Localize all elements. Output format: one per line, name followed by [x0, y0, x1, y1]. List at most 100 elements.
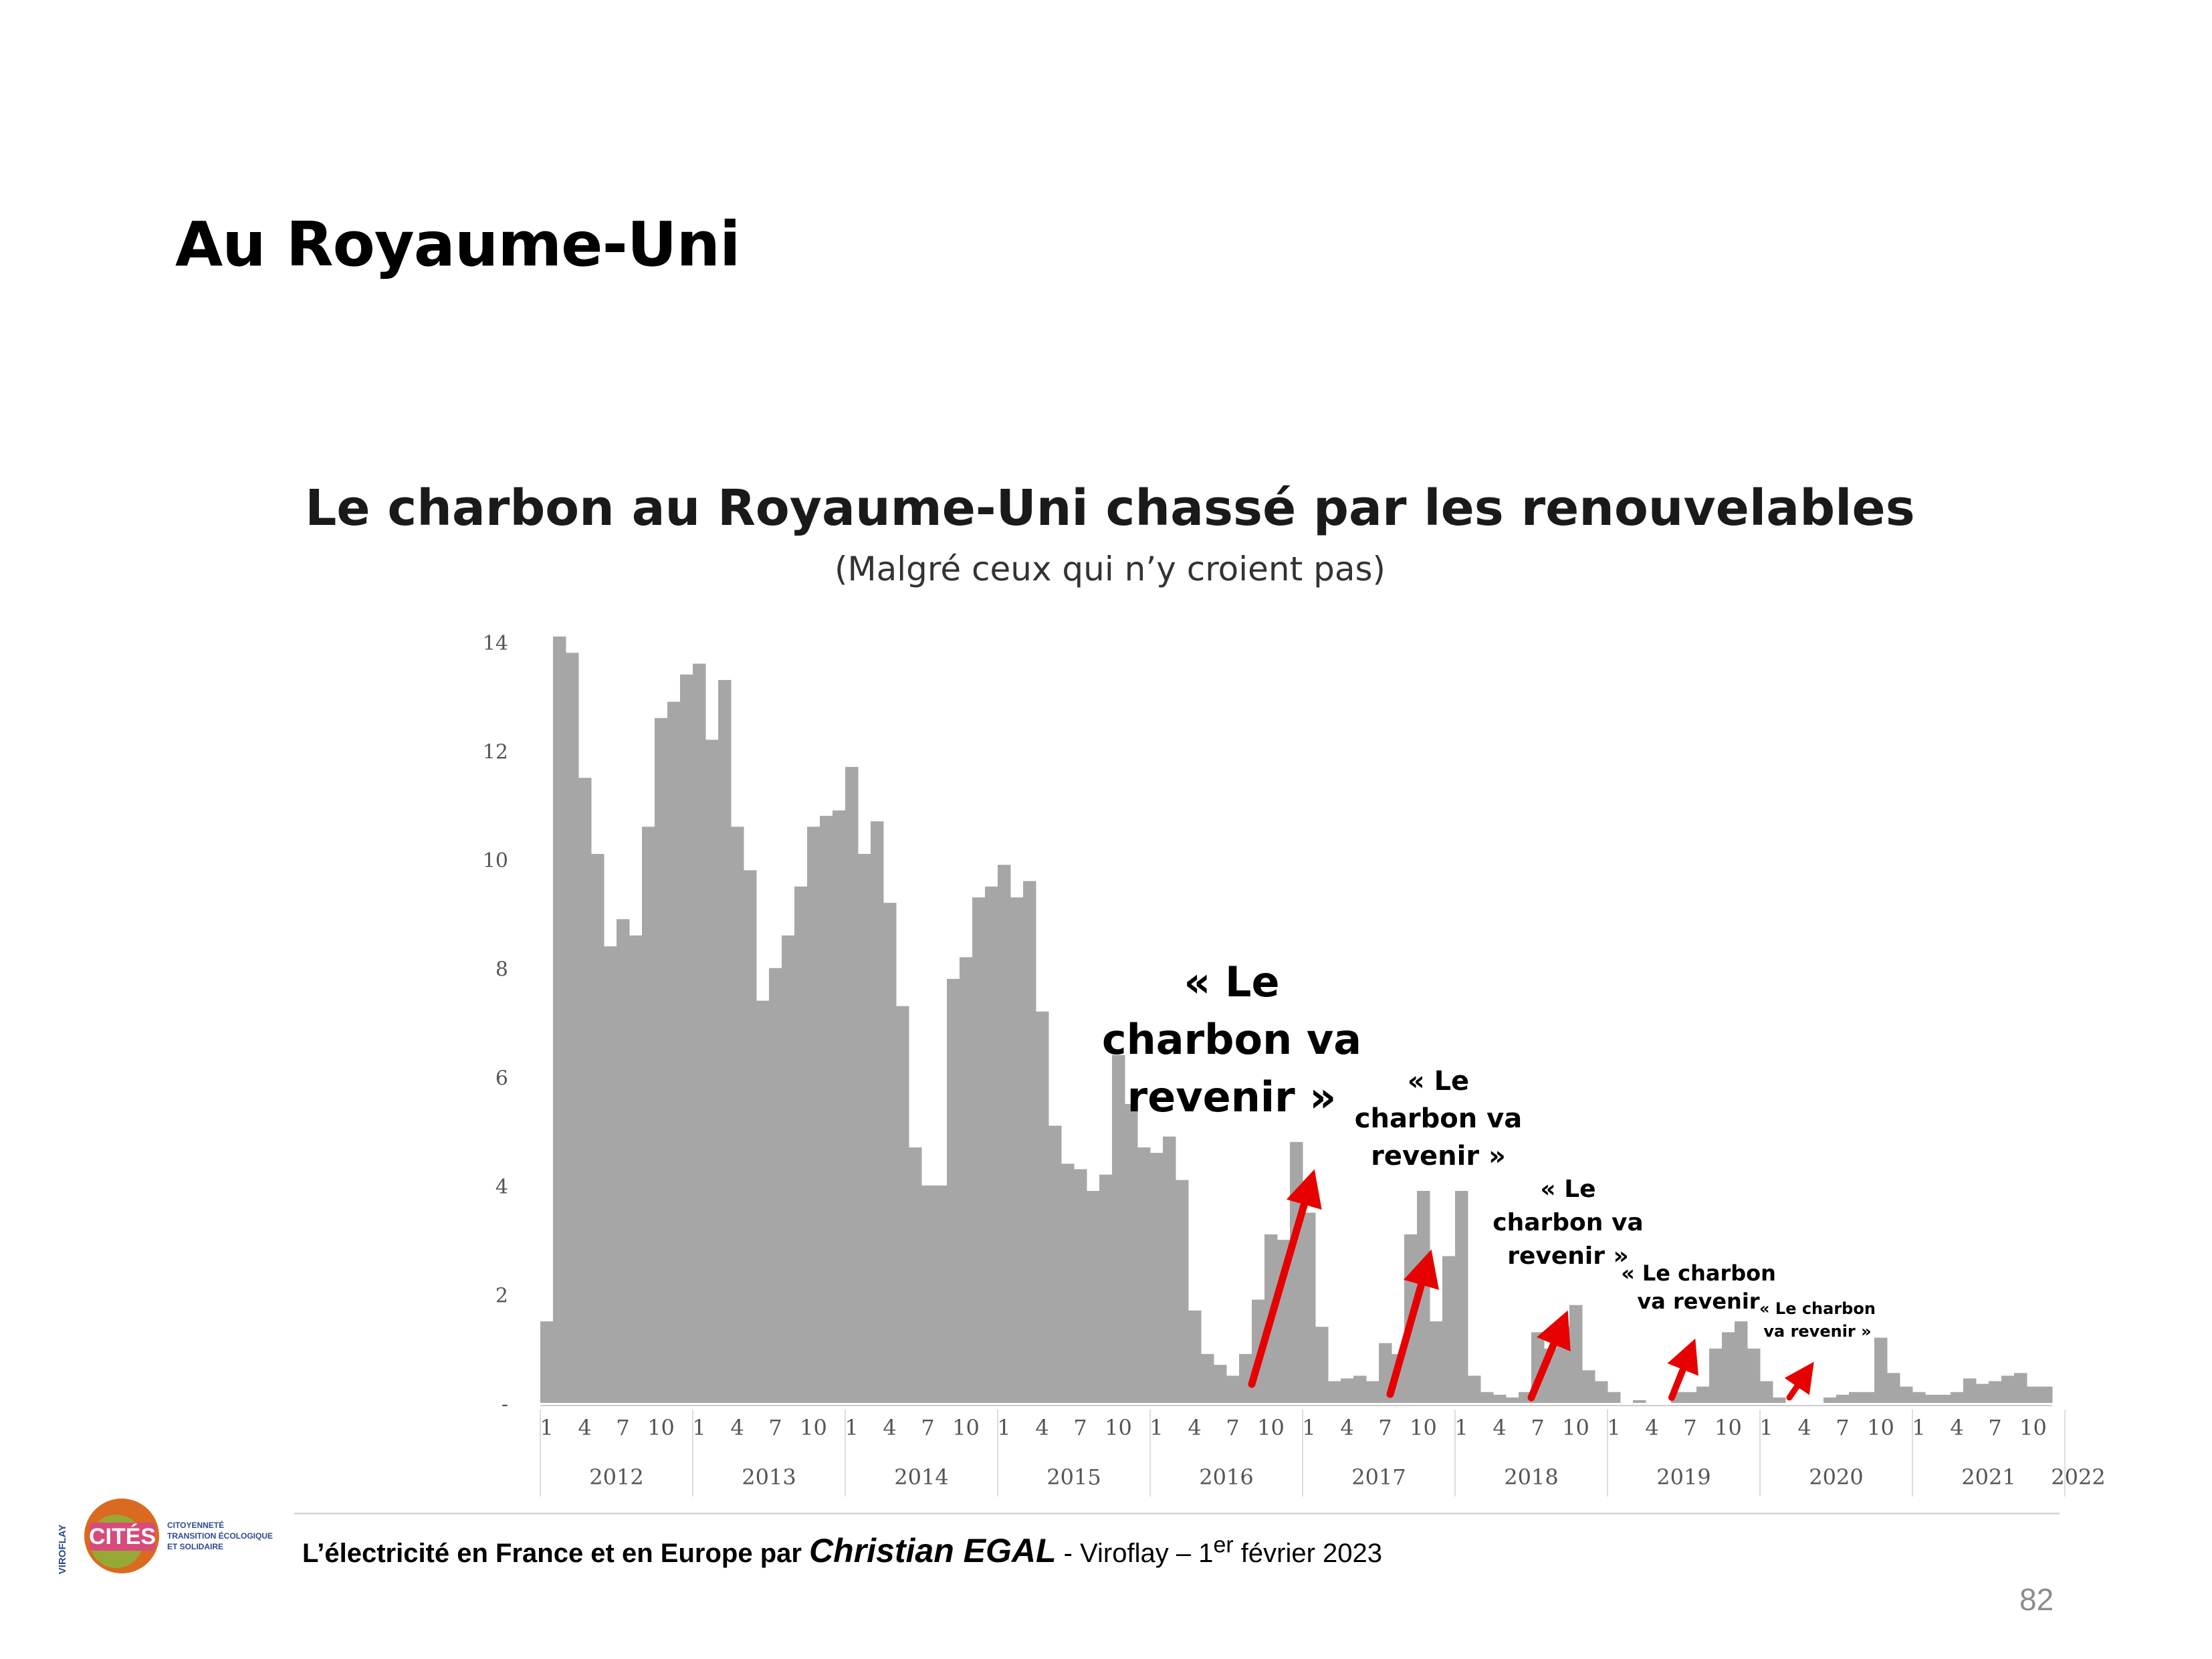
y-tick-label: - — [502, 1393, 508, 1416]
footer-part3: février 2023 — [1233, 1539, 1383, 1568]
bar — [1087, 1190, 1100, 1403]
bar — [1455, 1190, 1468, 1403]
x-tick-label: 7 — [768, 1415, 782, 1440]
bar — [1328, 1381, 1341, 1403]
bar — [1023, 881, 1036, 1403]
x-tick-label: 1 — [1302, 1415, 1315, 1440]
y-tick-label: 14 — [483, 632, 508, 655]
bar — [1519, 1392, 1532, 1403]
bar — [1150, 1153, 1164, 1403]
bar — [1862, 1392, 1875, 1403]
footer-part1: L’électricité en France et en Europe par — [302, 1539, 810, 1568]
x-tick-label: 10 — [1257, 1415, 1285, 1440]
arrow — [1667, 1338, 1698, 1401]
bar — [1925, 1394, 1939, 1403]
annotation-line: charbon va — [1355, 1103, 1523, 1134]
y-tick-label: 10 — [483, 849, 508, 873]
x-tick-label: 1 — [540, 1415, 553, 1440]
y-tick-label: 12 — [483, 741, 508, 764]
bar — [566, 653, 579, 1404]
bar — [1582, 1370, 1595, 1403]
footer-part2: - Viroflay – 1 — [1056, 1539, 1214, 1568]
y-tick-label: 8 — [495, 958, 508, 982]
year-label: 2019 — [1656, 1464, 1710, 1490]
annotation-line: « Le charbon — [1759, 1299, 1876, 1318]
footer-author: Christian EGAL — [809, 1532, 1057, 1569]
bar — [2001, 1375, 2015, 1403]
bar — [871, 821, 884, 1403]
x-tick-label: 1 — [1607, 1415, 1620, 1440]
logo-name: CITÉS — [89, 1524, 156, 1549]
bar — [1912, 1392, 1926, 1403]
bar — [642, 826, 655, 1403]
bar — [1874, 1337, 1888, 1403]
bar — [1696, 1386, 1710, 1403]
bar — [2039, 1386, 2053, 1403]
bar — [655, 717, 668, 1403]
annotation-line: revenir » — [1127, 1073, 1337, 1121]
bar — [1315, 1327, 1329, 1403]
bar — [591, 854, 604, 1403]
arrow — [1527, 1310, 1571, 1402]
footer-sup: er — [1213, 1532, 1234, 1558]
x-tick-label: 1 — [997, 1415, 1010, 1440]
bar — [1608, 1392, 1621, 1403]
bar — [858, 854, 871, 1403]
bar — [1684, 1392, 1697, 1403]
x-tick-label: 7 — [616, 1415, 629, 1440]
annotation-line: revenir » — [1371, 1141, 1506, 1172]
bar — [1887, 1373, 1900, 1403]
y-tick-label: 6 — [495, 1067, 508, 1090]
bar — [1963, 1378, 1977, 1403]
bar — [1353, 1375, 1367, 1403]
bar — [553, 636, 566, 1404]
bar — [1709, 1348, 1723, 1403]
bar — [934, 1185, 948, 1403]
year-label: 2015 — [1046, 1464, 1101, 1490]
x-tick-label: 10 — [800, 1415, 827, 1440]
bar — [540, 1321, 554, 1403]
x-tick-label: 10 — [1715, 1415, 1742, 1440]
bar — [1048, 1125, 1062, 1403]
bar — [1290, 1141, 1303, 1403]
y-tick-label: 2 — [495, 1284, 508, 1307]
bar — [1099, 1174, 1113, 1403]
bar — [1226, 1375, 1240, 1403]
bar — [1468, 1375, 1481, 1403]
x-tick-label: 7 — [1531, 1415, 1544, 1440]
bar — [1836, 1394, 1850, 1403]
bar — [1188, 1310, 1202, 1403]
x-tick-label: 4 — [730, 1415, 744, 1440]
x-tick-label: 4 — [1645, 1415, 1658, 1440]
bar — [1430, 1321, 1443, 1403]
bar — [2014, 1373, 2027, 1403]
bar — [1595, 1381, 1608, 1403]
bar — [972, 897, 986, 1403]
bar — [718, 679, 732, 1403]
annotation-line: « Le — [1540, 1176, 1595, 1203]
bar — [1900, 1386, 1913, 1403]
x-tick-label: 7 — [921, 1415, 934, 1440]
year-label: 2016 — [1199, 1464, 1253, 1490]
y-axis-ticks: - 2 4 6 8 10 12 14 — [483, 632, 508, 1416]
bar — [1036, 1011, 1049, 1403]
annotation-line: va revenir » — [1763, 1322, 1871, 1341]
bar — [960, 957, 973, 1403]
year-label: 2014 — [894, 1464, 948, 1490]
bar — [1125, 1103, 1138, 1403]
x-tick-label: 10 — [2019, 1415, 2047, 1440]
chart-subtitle: (Malgré ceux qui n’y croient pas) — [835, 550, 1386, 588]
year-label: 2013 — [742, 1464, 796, 1490]
bar — [833, 810, 846, 1403]
bar — [820, 816, 833, 1403]
bar — [782, 935, 795, 1403]
x-tick-label: 4 — [1340, 1415, 1353, 1440]
bar — [1074, 1169, 1087, 1403]
logo-tagline-1: CITOYENNETÉ — [167, 1520, 224, 1530]
x-tick-label: 7 — [1073, 1415, 1087, 1440]
annotation-line: revenir » — [1507, 1242, 1629, 1270]
bar — [1976, 1384, 1989, 1403]
bar — [1239, 1353, 1252, 1403]
bar — [1989, 1381, 2002, 1403]
